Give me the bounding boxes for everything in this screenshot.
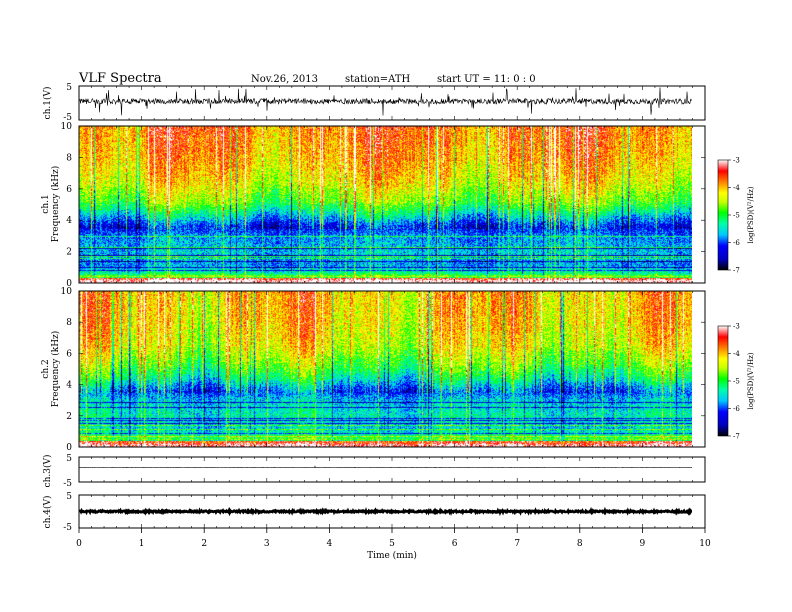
ylabel-ch1-frequency: Frequency (kHz) <box>50 166 61 243</box>
xtick-label: 0 <box>76 539 82 549</box>
colorbar-label-ch2: log(PSD)(V²/Hz) <box>747 352 755 409</box>
ytick-label: 10 <box>61 122 73 132</box>
ytick-label-ch1-bottom: -5 <box>63 113 72 123</box>
ytick-label-ch3-top: 5 <box>66 454 72 464</box>
ylabel-ch3: ch.3(V) <box>42 455 53 488</box>
ytick-label-ch3-bottom: -5 <box>63 479 72 489</box>
xtick-label: 2 <box>201 539 207 549</box>
colorbar-tick-label: -3 <box>733 323 740 331</box>
time-axis-ticks <box>78 86 706 533</box>
ylabel-ch2-channel: ch.2 <box>41 359 51 378</box>
colorbar-tick-label: -5 <box>733 378 740 386</box>
xtick-label: 4 <box>327 539 333 549</box>
trace-line <box>79 87 692 116</box>
ytick-label: 0 <box>66 443 72 453</box>
ytick-label-ch1-top: 5 <box>66 83 72 93</box>
waveform-trace-ch3 <box>79 465 692 469</box>
ytick-label-ch4-top: 5 <box>66 492 72 502</box>
ytick-label: 4 <box>66 216 72 226</box>
ytick-label: 8 <box>66 153 72 163</box>
ytick-label: 8 <box>66 318 72 328</box>
colorbar-ch2 <box>717 325 729 437</box>
xtick-label: 10 <box>699 539 711 549</box>
colorbar-tick-label: -7 <box>733 267 740 275</box>
xlabel-time: Time (min) <box>367 550 417 561</box>
colorbar-label-ch1: log(PSD)(V²/Hz) <box>747 186 755 243</box>
xtick-label: 1 <box>139 539 145 549</box>
colorbar-tick-label: -4 <box>733 350 740 358</box>
time-axis: 0 1 2 3 4 5 6 7 8 9 10 <box>76 539 711 549</box>
colorbar-tick-label: -3 <box>733 157 740 165</box>
xtick-label: 9 <box>640 539 646 549</box>
trace-line <box>79 506 692 517</box>
figure-title: VLF Spectra <box>78 71 162 86</box>
ytick-label: 6 <box>66 349 72 359</box>
ylabel-ch1: ch.1(V) <box>42 87 53 120</box>
ylabel-ch2-frequency: Frequency (kHz) <box>50 331 61 408</box>
colorbar-tick-label: -6 <box>733 239 740 247</box>
ytick-label: 2 <box>66 248 72 258</box>
colorbar-ch1 <box>717 159 729 271</box>
ytick-label: 6 <box>66 185 72 195</box>
xtick-label: 3 <box>264 539 270 549</box>
xtick-label: 7 <box>514 539 520 549</box>
colorbar-tick-label: -5 <box>733 212 740 220</box>
spectrogram-image-ch2 <box>79 291 692 447</box>
ylabel-ch1-channel: ch.1 <box>41 194 51 213</box>
trace-line <box>79 465 692 469</box>
ytick-label-ch4-bottom: -5 <box>63 523 72 533</box>
xtick-label: 6 <box>452 539 458 549</box>
station-label: station=ATH <box>345 74 411 85</box>
xtick-label: 8 <box>577 539 583 549</box>
colorbar-tick-label: -6 <box>733 405 740 413</box>
start-time-label: start UT = 11: 0 : 0 <box>437 74 536 85</box>
ytick-label: 0 <box>66 279 72 289</box>
ylabel-ch4: ch.4(V) <box>42 496 53 529</box>
ytick-label: 4 <box>66 381 72 391</box>
spectrogram-image-ch1 <box>79 126 692 283</box>
ytick-label: 10 <box>61 287 73 297</box>
colorbar-tick-label: -7 <box>733 433 740 441</box>
ytick-label: 2 <box>66 412 72 422</box>
date-label: Nov.26, 2013 <box>251 74 318 85</box>
xtick-label: 5 <box>389 539 395 549</box>
waveform-trace-ch1 <box>79 87 692 116</box>
colorbar-tick-label: -4 <box>733 184 740 192</box>
waveform-trace-ch4 <box>79 506 692 517</box>
